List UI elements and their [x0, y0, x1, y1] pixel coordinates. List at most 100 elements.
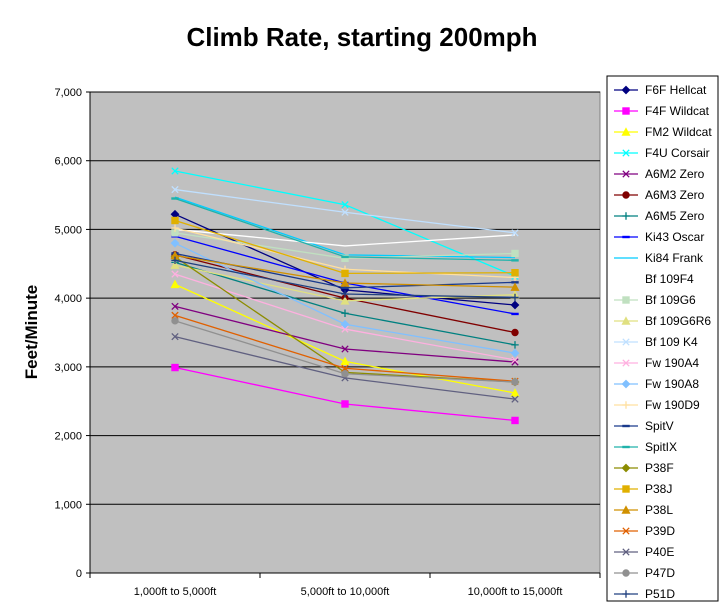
y-tick-label: 2,000 — [54, 431, 82, 443]
data-point — [171, 167, 179, 175]
legend-label: P38J — [645, 482, 672, 496]
series-19 — [171, 216, 519, 278]
series-20 — [170, 250, 520, 291]
x-tick-label: 5,000ft to 10,000ft — [301, 586, 390, 598]
legend-marker — [622, 485, 630, 493]
legend-marker — [621, 316, 631, 325]
data-point — [341, 201, 349, 209]
legend-entry: Ki43 Oscar — [614, 230, 704, 244]
series-17 — [171, 197, 519, 262]
series-24 — [171, 256, 519, 302]
legend-label: Bf 109G6R6 — [645, 314, 711, 328]
series-lines — [170, 167, 520, 425]
series-1 — [171, 363, 519, 425]
series-23 — [171, 317, 519, 386]
y-tick-label: 6,000 — [54, 156, 82, 168]
legend-label: Bf 109 K4 — [645, 335, 698, 349]
data-point — [511, 229, 519, 237]
legend-marker — [621, 85, 631, 95]
data-point — [511, 395, 519, 403]
data-point — [511, 269, 519, 277]
legend-entry: FM2 Wildcat — [614, 125, 712, 139]
legend-label: A6M5 Zero — [645, 209, 705, 223]
legend-label: P38F — [645, 461, 674, 475]
legend-marker — [621, 127, 631, 136]
legend-marker — [622, 212, 630, 220]
data-point — [511, 378, 519, 386]
legend-marker — [622, 170, 630, 178]
legend-marker — [622, 338, 630, 346]
data-point — [341, 208, 349, 216]
legend-entry: F4F Wildcat — [614, 104, 710, 118]
legend-label: F4F Wildcat — [645, 104, 710, 118]
data-point — [511, 328, 519, 337]
legend-marker — [621, 463, 631, 473]
data-point — [510, 300, 520, 310]
data-point — [171, 270, 179, 278]
legend-marker — [622, 359, 630, 367]
legend-label: SpitIX — [645, 440, 677, 454]
y-tick-label: 3,000 — [54, 362, 82, 374]
legend-label: Ki84 Frank — [645, 251, 704, 265]
data-point — [171, 216, 179, 225]
data-point — [171, 256, 179, 265]
legend-label: Bf 109G6 — [645, 293, 696, 307]
legend-entry: F4U Corsair — [614, 146, 710, 160]
legend-marker — [622, 107, 630, 115]
legend-entry: Fw 190A4 — [614, 356, 699, 370]
legend-entry: A6M3 Zero — [614, 188, 705, 202]
legend-entry: A6M5 Zero — [614, 209, 705, 223]
y-tick-label: 4,000 — [54, 293, 82, 305]
data-point — [171, 311, 179, 319]
y-tick-label: 5,000 — [54, 224, 82, 236]
data-point — [340, 296, 350, 305]
data-point — [171, 224, 179, 232]
legend: F6F Hellcat F4F Wildcat FM2 Wildcat F4U Cor… — [614, 83, 712, 601]
data-point — [511, 341, 519, 349]
data-point — [340, 356, 350, 366]
legend-marker — [621, 379, 631, 389]
legend-marker — [622, 569, 630, 577]
data-point — [340, 319, 350, 329]
data-point — [170, 238, 180, 248]
data-point — [341, 370, 349, 378]
legend-marker — [622, 149, 630, 157]
legend-entry: P47D — [614, 566, 675, 580]
series-9 — [174, 228, 516, 247]
series-14 — [170, 238, 520, 358]
legend-label: A6M2 Zero — [645, 167, 705, 181]
series-line — [174, 228, 516, 247]
legend-label: SpitV — [645, 419, 674, 433]
series-12 — [171, 185, 519, 237]
legend-entry: Bf 109F4 — [614, 272, 694, 286]
legend-label: A6M3 Zero — [645, 188, 705, 202]
legend-label: Fw 190A4 — [645, 356, 699, 370]
data-point — [510, 282, 520, 291]
legend-label: Bf 109F4 — [645, 272, 694, 286]
data-point — [510, 348, 520, 358]
data-point — [341, 290, 349, 298]
legend-label: P39D — [645, 524, 675, 538]
data-point — [171, 317, 179, 325]
legend-entry: Ki84 Frank — [614, 251, 704, 265]
legend-label: FM2 Wildcat — [645, 125, 712, 139]
data-point — [341, 254, 349, 262]
legend-label: F6F Hellcat — [645, 83, 707, 97]
legend-entry: Bf 109G6R6 — [614, 314, 711, 328]
legend-label: Fw 190D9 — [645, 398, 700, 412]
data-point — [341, 345, 349, 353]
series-4 — [171, 302, 519, 366]
data-point — [341, 309, 349, 317]
legend-entry: SpitV — [614, 419, 674, 433]
data-point — [171, 332, 179, 341]
data-point — [511, 249, 519, 258]
axes: 0 1,000 2,000 3,000 4,000 5,000 6,000 7,000 1,00… — [54, 87, 601, 598]
y-tick-label: 7,000 — [54, 87, 82, 99]
legend-entry: P39D — [614, 524, 675, 538]
legend-entry: SpitIX — [614, 440, 677, 454]
legend-entry: Fw 190D9 — [614, 398, 700, 412]
legend-entry: P51D — [614, 587, 675, 601]
legend-marker — [622, 401, 630, 409]
legend-entry: P38J — [614, 482, 672, 496]
